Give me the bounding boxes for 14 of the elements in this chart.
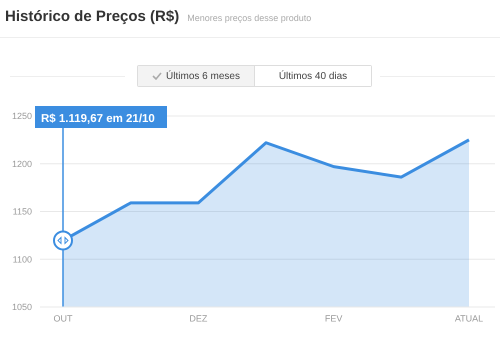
y-tick-label: 1050 (12, 302, 32, 312)
chart-subtitle: Menores preços desse produto (187, 13, 312, 23)
chart-title: Histórico de Preços (R$) (5, 8, 180, 25)
x-tick-label: ATUAL (454, 313, 484, 324)
ref-line-label: R$ 1.119,67 em 21/10 (41, 113, 155, 125)
text: Últimos 6 meses (138, 66, 254, 86)
y-tick-label: 1250 (12, 111, 32, 122)
y-tick-label: 1200 (12, 158, 32, 169)
y-tick-label: 1150 (12, 206, 32, 217)
x-tick-label: OUT (54, 313, 73, 324)
x-tick-label: DEZ (189, 313, 208, 324)
y-tick-label: 1100 (12, 254, 32, 264)
text: Últimos 40 dias (254, 66, 371, 86)
x-tick-label: FEV (324, 313, 342, 324)
